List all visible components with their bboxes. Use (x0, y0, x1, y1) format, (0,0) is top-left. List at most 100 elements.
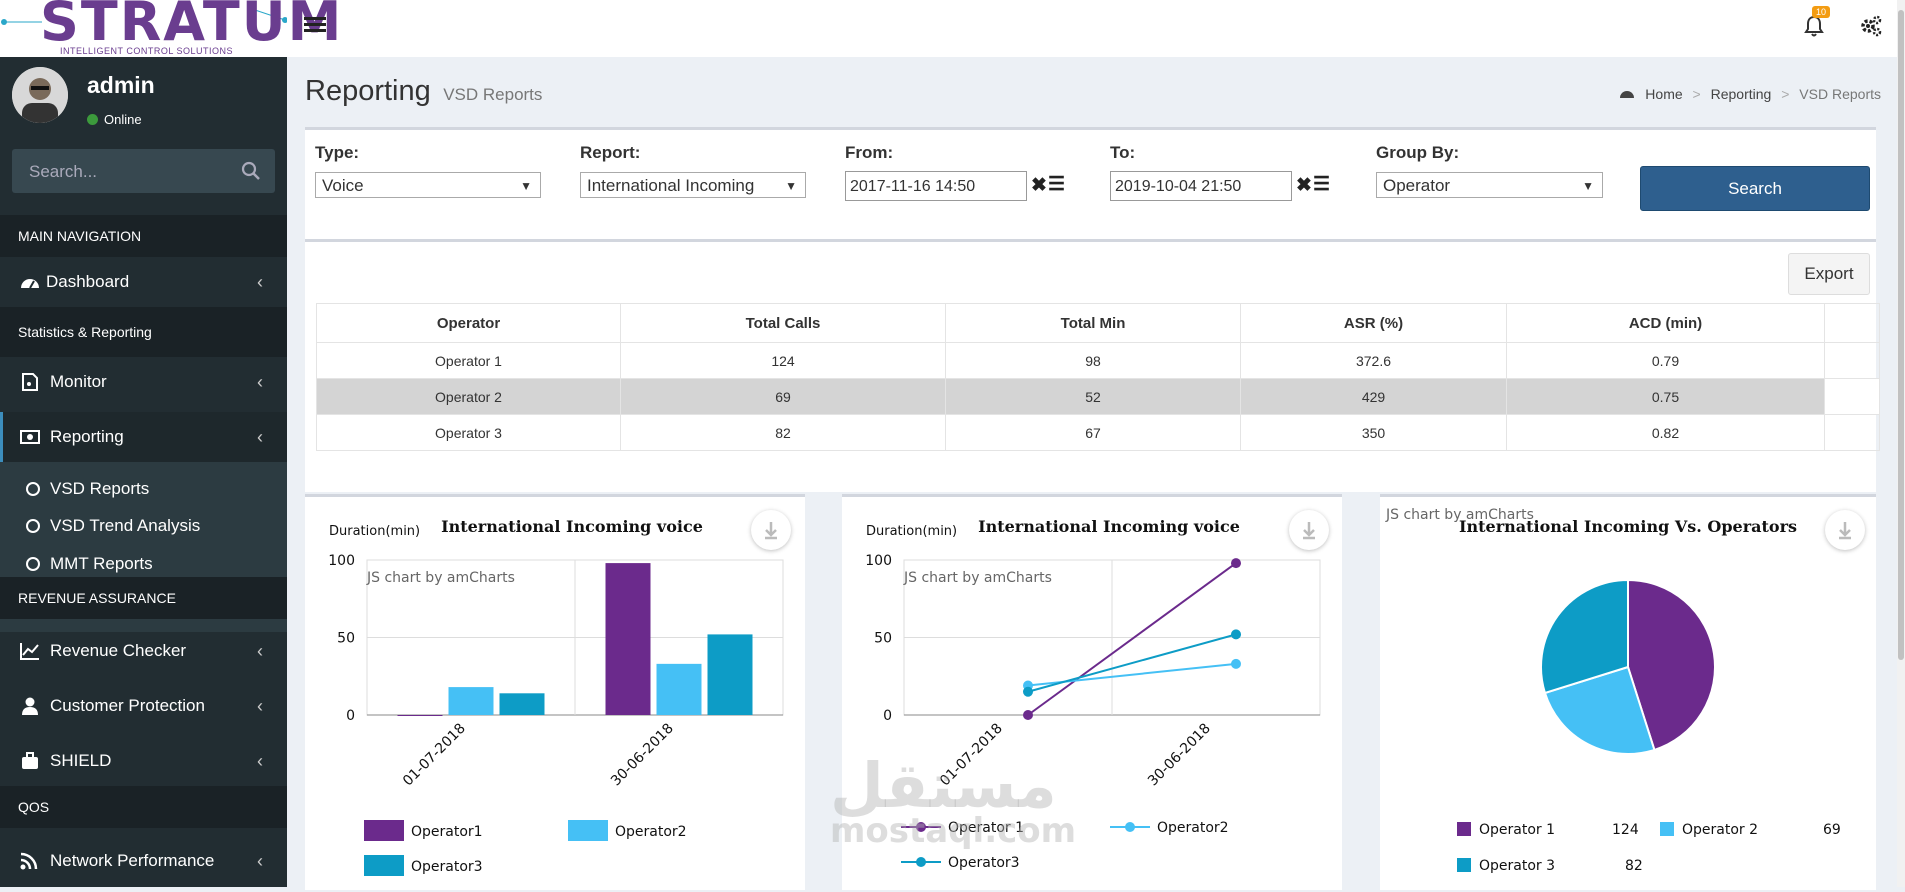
legend-label: Operator 3 (1479, 858, 1555, 874)
chevron-left-icon: ‹ (257, 641, 263, 661)
sidebar: admin Online MAIN NAVIGATION Dashboard ‹… (0, 57, 287, 887)
nav-header-stats: Statistics & Reporting (0, 307, 287, 357)
caret-down-icon: ▼ (520, 179, 532, 193)
brand-tagline: INTELLIGENT CONTROL SOLUTIONS (60, 46, 234, 56)
dashboard-icon (1620, 91, 1635, 98)
bell-icon[interactable] (1802, 14, 1826, 38)
bar-chart: International Incoming voice Duration(min… (328, 517, 784, 876)
bar-operator1 (397, 715, 443, 716)
brand-logo[interactable]: STRATUM INTELLIGENT CONTROL SOLUTIONS (0, 0, 341, 57)
y-tick-label: 100 (328, 553, 355, 569)
legend-value: 82 (1625, 858, 1643, 874)
to-input[interactable]: 2019-10-04 21:50 (1110, 171, 1292, 201)
legend-swatch (364, 820, 404, 841)
group-by-label: Group By: (1376, 143, 1460, 162)
money-icon (20, 430, 40, 444)
download-arrow (765, 522, 777, 540)
menu-toggle-icon[interactable] (304, 14, 326, 36)
from-input[interactable]: 2017-11-16 14:50 (845, 171, 1027, 201)
to-label: To: (1110, 143, 1136, 162)
breadcrumb-home[interactable]: Home (1645, 86, 1683, 102)
sidebar-item-reporting[interactable]: Reporting ‹ (0, 412, 287, 462)
breadcrumb-separator: > (1781, 86, 1790, 102)
download-icon[interactable] (1825, 510, 1865, 550)
to-clear-icon[interactable]: ✖ (1296, 175, 1312, 196)
sidebar-search-input[interactable] (12, 149, 231, 195)
sidebar-item-label: Monitor (50, 372, 107, 391)
sub-item-mmt-reports[interactable]: MMT Reports (0, 546, 287, 582)
rss-icon (20, 852, 38, 870)
download-icon[interactable] (1289, 510, 1329, 550)
legend-swatch (1660, 822, 1674, 836)
sidebar-item-monitor[interactable]: Monitor ‹ (0, 357, 287, 407)
pie-slice-operator-2 (1543, 665, 1656, 755)
sidebar-item-label: Network Performance (50, 851, 215, 870)
avatar[interactable] (12, 67, 68, 123)
type-select[interactable]: Voice ▼ (315, 172, 541, 198)
table-cell: 67 (945, 414, 1241, 451)
y-axis-label: Duration(min) (329, 524, 420, 539)
sub-item-vsd-trend-analysis[interactable]: VSD Trend Analysis (0, 508, 287, 544)
content-header: Reporting VSD Reports (305, 75, 542, 108)
chevron-left-icon: ‹ (257, 696, 263, 716)
group-by-select[interactable]: Operator ▼ (1376, 172, 1603, 198)
sidebar-item-label: Reporting (50, 427, 124, 446)
chevron-left-icon: ‹ (257, 372, 263, 392)
table-cell: 429 (1240, 378, 1507, 415)
breadcrumb-reporting[interactable]: Reporting (1710, 86, 1772, 102)
legend-value: 124 (1612, 822, 1639, 838)
table-row[interactable]: Operator 1 124 98 372.6 0.79 (316, 342, 1880, 379)
sub-item-label: VSD Trend Analysis (50, 516, 201, 535)
sidebar-search (12, 149, 275, 195)
notification-badge: 10 (1812, 6, 1831, 18)
watermark-latin: mostaql.com (830, 811, 1077, 851)
legend-value: 69 (1823, 822, 1841, 838)
report-select[interactable]: International Incoming ▼ (580, 172, 806, 198)
table-header-row: Operator Total Calls Total Min ASR (%) A… (316, 303, 1880, 343)
breadcrumb-separator: > (1692, 86, 1701, 102)
type-label: Type: (315, 143, 360, 162)
chevron-left-icon: ‹ (257, 751, 263, 771)
to-calendar-icon[interactable]: ☰ (1313, 174, 1331, 195)
search-button[interactable]: Search (1640, 166, 1870, 211)
table-row[interactable]: Operator 3 82 67 350 0.82 (316, 414, 1880, 451)
column-header: Total Calls (620, 303, 946, 343)
x-tick-label: 30-06-2018 (608, 721, 677, 790)
from-calendar-icon[interactable]: ☰ (1048, 174, 1066, 195)
sidebar-item-dashboard[interactable]: Dashboard ‹ (0, 257, 287, 307)
data-point (1231, 629, 1241, 640)
breadcrumb: Home > Reporting > VSD Reports (1619, 86, 1881, 102)
page-subtitle: VSD Reports (443, 85, 543, 104)
data-point (1023, 710, 1033, 720)
y-tick-label: 0 (346, 708, 355, 724)
data-point (1231, 558, 1241, 569)
chevron-left-icon: ‹ (257, 272, 263, 292)
x-tick-label: 30-06-2018 (1145, 721, 1214, 790)
gears-icon[interactable] (1859, 14, 1883, 38)
sidebar-item-revenue-checker[interactable]: Revenue Checker ‹ (0, 626, 287, 676)
table-cell: Operator 1 (316, 342, 621, 379)
page-scrollbar[interactable] (1897, 0, 1905, 887)
table-row[interactable]: Operator 2 69 52 429 0.75 (316, 378, 1880, 415)
export-button[interactable]: Export (1788, 253, 1870, 295)
user-status: Online (87, 112, 142, 127)
from-clear-icon[interactable]: ✖ (1031, 175, 1047, 196)
sidebar-item-network-performance[interactable]: Network Performance ‹ (0, 836, 287, 886)
search-icon[interactable] (241, 161, 261, 181)
pie-chart-box: JS chart by amCharts International Incomi… (1380, 494, 1876, 890)
column-header-empty (1824, 303, 1880, 343)
dashboard-icon (21, 279, 39, 289)
table-cell: 124 (620, 342, 946, 379)
sidebar-item-shield[interactable]: SHIELD ‹ (0, 736, 287, 786)
bar-operator1 (605, 563, 651, 715)
column-header: ASR (%) (1240, 303, 1507, 343)
sidebar-item-customer-protection[interactable]: Customer Protection ‹ (0, 681, 287, 731)
scrollbar-thumb[interactable] (1898, 10, 1904, 660)
watermark-arabic: مستقل (830, 749, 1057, 822)
x-tick-label: 01-07-2018 (400, 721, 469, 790)
sub-item-vsd-reports[interactable]: VSD Reports (0, 471, 287, 507)
suitcase-icon (22, 752, 38, 769)
chevron-left-icon: ‹ (257, 427, 263, 447)
download-arrow (1303, 522, 1315, 540)
download-icon[interactable] (751, 510, 791, 550)
